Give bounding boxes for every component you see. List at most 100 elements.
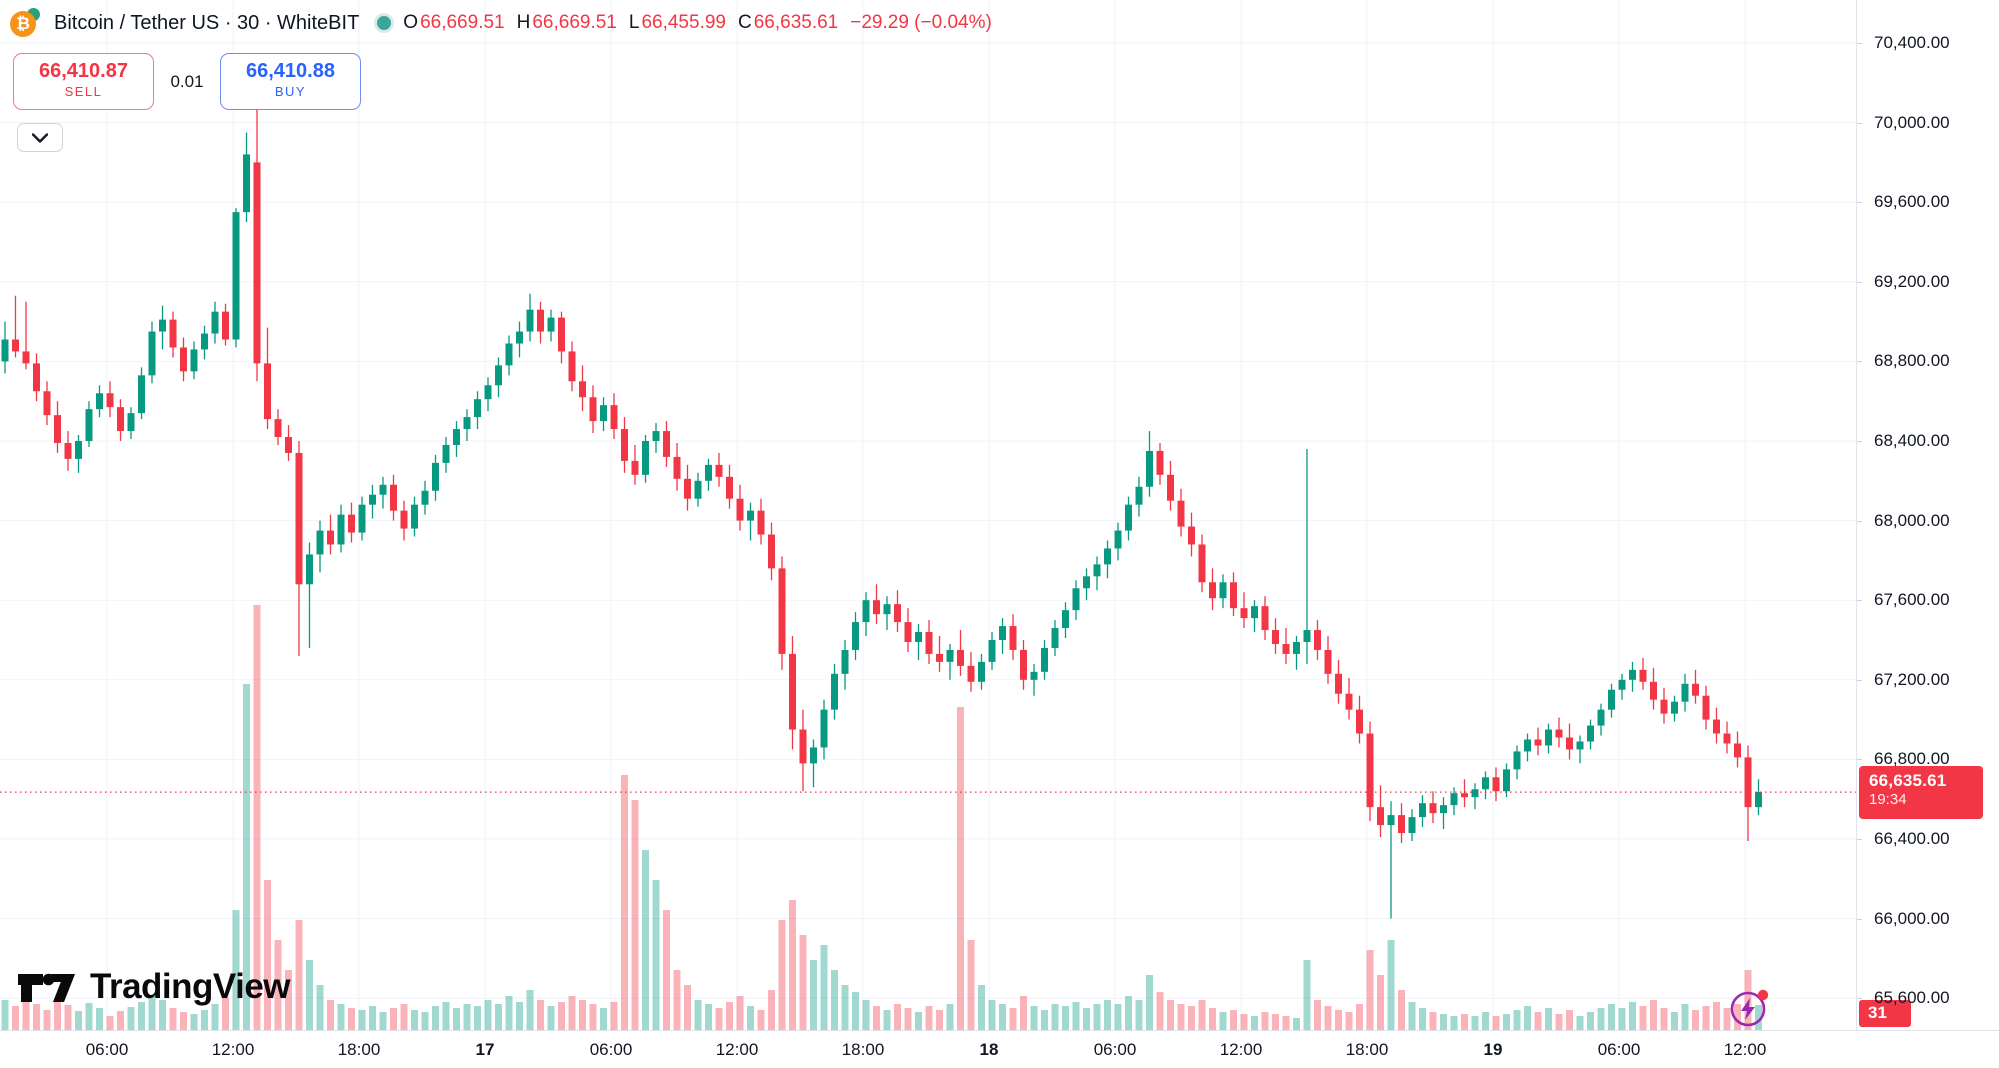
time-axis-label: 18	[979, 1040, 999, 1059]
candle-body	[831, 673, 838, 710]
time-axis-label: 12:00	[211, 1040, 255, 1059]
price-axis-label: 69,600.00	[1874, 192, 1950, 212]
candle-body	[1723, 733, 1731, 744]
volume-bar	[1009, 1008, 1017, 1030]
volume-bar	[358, 1010, 366, 1030]
volume-bar	[736, 996, 744, 1030]
volume-bar	[1671, 1012, 1678, 1030]
buy-button[interactable]: 66,410.88 BUY	[220, 53, 361, 110]
candle-body	[463, 417, 471, 430]
volume-bar	[873, 1006, 880, 1030]
volume-bar	[43, 1010, 51, 1030]
chart-canvas[interactable]	[0, 0, 1856, 1030]
candle-body	[1356, 709, 1363, 734]
price-axis-label: 67,600.00	[1874, 590, 1950, 610]
candle-body	[295, 452, 303, 585]
volume-bar	[222, 998, 229, 1030]
candle-body	[1734, 743, 1741, 758]
time-axis-label: 18:00	[1345, 1040, 1389, 1059]
candle-body	[999, 626, 1006, 640]
candle-body	[75, 441, 82, 459]
candle-body	[1597, 709, 1605, 726]
candle-body	[1072, 588, 1080, 611]
time-scale[interactable]: 06:00 12:00 18:00 17 06:00 12:00 18:00 18 06:00 1…	[0, 1030, 1999, 1068]
volume-bar	[1566, 1010, 1573, 1030]
volume-bar	[1209, 1008, 1216, 1030]
current-price-badge: 66,635.61 19:34	[1859, 766, 1983, 820]
open-label: O	[403, 12, 419, 33]
candle-body	[201, 333, 208, 350]
candle-body	[1314, 630, 1321, 650]
candle-body	[379, 484, 387, 495]
candle-body	[1702, 695, 1710, 720]
tradingview-logo[interactable]: TradingView	[18, 966, 291, 1008]
collapse-trade-panel-button[interactable]	[17, 123, 63, 152]
volume-bar	[1734, 1004, 1741, 1030]
volume-bar	[1230, 1010, 1237, 1030]
volume-bar	[883, 1010, 891, 1030]
price-axis-tick	[1857, 361, 1862, 363]
volume-bar	[390, 1008, 397, 1030]
symbol-title[interactable]: Bitcoin / Tether US · 30 · WhiteBIT	[54, 11, 360, 34]
ohlc-readout: O 66,669.51 H 66,669.51 L 66,455.99 C 66,635…	[403, 12, 992, 34]
tradingview-mark-icon	[18, 973, 75, 1002]
candle-body	[1324, 649, 1332, 674]
volume-bar	[1303, 960, 1311, 1030]
time-axis-label: 06:00	[85, 1040, 129, 1059]
volume-bar	[1135, 1000, 1143, 1030]
volume-bar	[1450, 1016, 1458, 1030]
candle-body	[1146, 450, 1153, 487]
candle-body	[1450, 793, 1458, 806]
volume-bar	[1261, 1012, 1269, 1030]
volume-bar	[526, 990, 534, 1030]
volume-bar	[1314, 1000, 1321, 1030]
candle-body	[957, 649, 964, 666]
candle-body	[1009, 626, 1017, 650]
volume-bar	[1555, 1014, 1563, 1030]
price-scale[interactable]: 66,635.61 19:34 31 70,400.00 70,000.00 69,…	[1856, 0, 1999, 1030]
candle-body	[505, 343, 513, 366]
candle-body	[327, 530, 334, 545]
instant-trading-lightning-icon[interactable]	[1729, 988, 1771, 1030]
volume-bar	[180, 1012, 187, 1030]
candle-body	[663, 431, 670, 457]
volume-bar	[1713, 1002, 1720, 1030]
volume-bar	[1408, 1002, 1416, 1030]
candle-body	[736, 498, 744, 521]
change-value: −29.29 (−0.04%)	[850, 12, 992, 33]
volume-bar	[715, 1008, 723, 1030]
candle-body	[96, 393, 103, 410]
volume-bar	[673, 970, 681, 1030]
candle-body	[988, 640, 996, 662]
volume-bar	[610, 1002, 618, 1030]
candle-body	[1345, 693, 1353, 710]
candle-body	[1492, 777, 1500, 792]
volume-bar	[705, 1004, 712, 1030]
time-axis-label: 18:00	[841, 1040, 885, 1059]
market-status-dot	[377, 16, 392, 30]
volume-bar	[1156, 992, 1164, 1030]
candle-body	[274, 419, 282, 438]
volume-bar	[862, 1000, 870, 1030]
candle-body	[1482, 777, 1489, 790]
candle-body	[138, 375, 145, 414]
volume-bar	[852, 992, 859, 1030]
sell-button[interactable]: 66,410.87 SELL	[13, 53, 154, 110]
time-axis-label: 06:00	[589, 1040, 633, 1059]
candle-body	[190, 349, 198, 372]
candle-body	[778, 568, 786, 654]
volume-bar	[999, 1004, 1006, 1030]
volume-bar	[33, 1004, 40, 1030]
candle-body	[1713, 719, 1720, 734]
volume-bar	[579, 1000, 586, 1030]
volume-bar	[799, 935, 807, 1030]
volume-bar	[432, 1006, 439, 1030]
candle-body	[1587, 725, 1594, 742]
candle-body	[1219, 582, 1227, 599]
candle-body	[852, 622, 859, 650]
volume-bar	[1293, 1018, 1300, 1030]
volume-bar	[138, 1002, 145, 1030]
current-price-value: 66,635.61	[1869, 771, 1947, 791]
candle-body	[600, 405, 607, 422]
volume-bar	[537, 1000, 544, 1030]
